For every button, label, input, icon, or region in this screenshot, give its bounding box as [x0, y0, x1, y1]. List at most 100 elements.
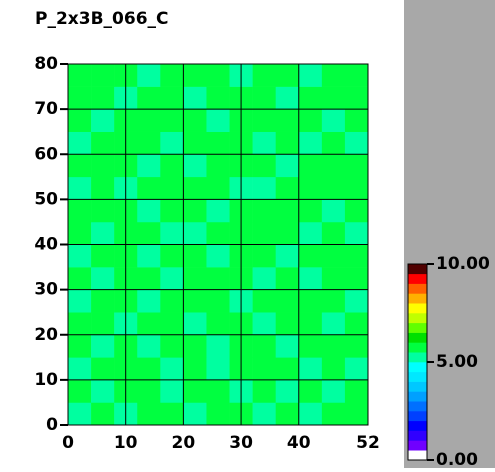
heat-cell — [91, 379, 115, 403]
heat-cell — [275, 312, 300, 336]
heat-cell — [68, 86, 92, 110]
heat-cell — [183, 131, 207, 155]
colorbar-band — [408, 293, 427, 304]
heat-cell — [206, 221, 230, 245]
heat-cell — [91, 267, 115, 290]
y-tick-label: 40 — [34, 235, 58, 255]
x-tick-label: 20 — [172, 433, 196, 453]
colorbar-band — [408, 303, 427, 314]
heat-cell — [252, 357, 276, 381]
heat-cell — [68, 221, 92, 245]
heat-cell — [321, 379, 346, 403]
heat-cell — [206, 131, 230, 155]
heat-cell — [275, 109, 300, 132]
colorbar-band — [408, 313, 427, 324]
heat-cell — [344, 312, 369, 336]
heat-cell — [137, 334, 161, 358]
heat-cell — [91, 244, 115, 268]
heat-cell — [298, 312, 323, 336]
heat-cell — [275, 402, 300, 426]
heat-cell — [252, 379, 276, 403]
heat-cell — [91, 154, 115, 178]
heat-cell — [137, 379, 161, 403]
heat-cell — [68, 357, 92, 381]
heat-cell — [160, 289, 184, 313]
heat-cell — [252, 64, 276, 87]
colorbar-band — [408, 322, 427, 333]
heat-cell — [137, 402, 161, 426]
heat-cell — [160, 154, 184, 178]
heat-cell — [298, 64, 323, 87]
heat-cell — [321, 312, 346, 336]
heat-cell — [275, 86, 300, 110]
y-tick-label: 0 — [46, 415, 58, 435]
y-tick-label: 20 — [34, 325, 58, 345]
y-tick-label: 50 — [34, 189, 58, 209]
heat-cell — [252, 312, 276, 336]
heat-cell — [344, 402, 369, 426]
colorbar-band — [408, 273, 427, 284]
heat-cell — [206, 244, 230, 268]
heat-cell — [183, 109, 207, 132]
heat-cell — [160, 357, 184, 381]
colorbar-label: 5.00 — [436, 352, 478, 372]
heat-cell — [137, 357, 161, 381]
heat-cell — [298, 402, 323, 426]
heat-cell — [160, 312, 184, 336]
heat-cell — [183, 176, 207, 200]
y-tick-label: 80 — [34, 54, 58, 74]
heat-cell — [68, 109, 92, 132]
x-tick-label: 52 — [356, 433, 380, 453]
heat-cell — [321, 334, 346, 358]
heat-cell — [68, 312, 92, 336]
heat-cell — [321, 154, 346, 178]
chart-title: P_2x3B_066_C — [35, 9, 169, 29]
heat-cell — [68, 131, 92, 155]
heat-cell — [321, 131, 346, 155]
colorbar-band — [408, 411, 427, 422]
heat-cell — [321, 402, 346, 426]
y-tick-label: 60 — [34, 144, 58, 164]
heat-cell — [206, 176, 230, 200]
y-tick-label: 10 — [34, 370, 58, 390]
heat-cell — [252, 334, 276, 358]
heat-cell — [321, 64, 346, 87]
heat-cell — [137, 244, 161, 268]
heat-cell — [344, 86, 369, 110]
heat-cell — [298, 86, 323, 110]
heat-cell — [91, 334, 115, 358]
heat-cell — [206, 199, 230, 223]
heat-cell — [275, 334, 300, 358]
heat-cell — [344, 176, 369, 200]
colorbar-band — [408, 342, 427, 353]
heat-cell — [275, 221, 300, 245]
heat-cell — [183, 289, 207, 313]
heat-cell — [206, 289, 230, 313]
heat-cell — [344, 289, 369, 313]
heat-cell — [160, 221, 184, 245]
heat-cell — [160, 334, 184, 358]
heat-cell — [160, 402, 184, 426]
heat-cell — [321, 109, 346, 132]
heat-cell — [137, 64, 161, 87]
heat-cell — [206, 109, 230, 132]
heat-cell — [298, 244, 323, 268]
heat-cell — [137, 86, 161, 110]
heat-cell — [137, 131, 161, 155]
colorbar-band — [408, 264, 427, 275]
heat-cell — [275, 379, 300, 403]
heat-cell — [206, 357, 230, 381]
x-tick-label: 40 — [287, 433, 311, 453]
heat-cell — [252, 154, 276, 178]
heat-cell — [275, 64, 300, 87]
heat-cell — [252, 221, 276, 245]
heat-cell — [344, 221, 369, 245]
heat-cell — [252, 289, 276, 313]
heat-cell — [252, 86, 276, 110]
colorbar-label: 10.00 — [436, 254, 490, 274]
heat-cell — [183, 199, 207, 223]
heat-cell — [68, 154, 92, 178]
heat-cell — [275, 131, 300, 155]
heat-cell — [275, 176, 300, 200]
